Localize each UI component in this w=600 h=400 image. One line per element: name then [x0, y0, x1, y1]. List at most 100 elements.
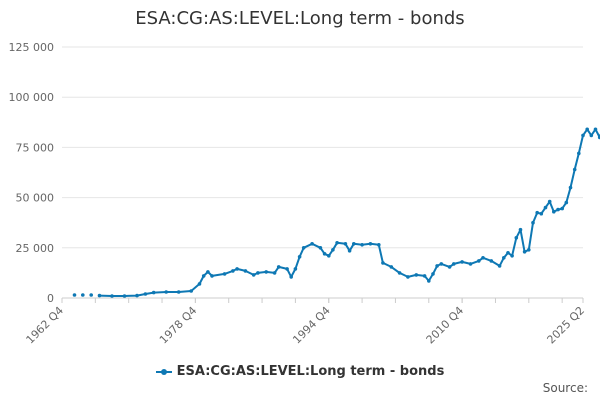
data-point[interactable] — [589, 133, 594, 138]
data-point[interactable] — [293, 267, 298, 271]
data-point[interactable] — [201, 274, 206, 278]
data-point[interactable] — [593, 127, 598, 132]
x-tick-label: 1994 Q4 — [290, 304, 333, 347]
data-point[interactable] — [289, 275, 294, 279]
data-point[interactable] — [231, 269, 235, 273]
data-point[interactable] — [568, 185, 573, 190]
data-point[interactable] — [189, 289, 193, 293]
data-point[interactable] — [343, 242, 348, 246]
data-point[interactable] — [460, 260, 464, 264]
data-point[interactable] — [514, 236, 519, 240]
data-point[interactable] — [389, 265, 394, 269]
data-point[interactable] — [235, 267, 239, 271]
data-point[interactable] — [301, 246, 306, 250]
data-point[interactable] — [577, 151, 581, 156]
data-point[interactable] — [527, 248, 531, 252]
data-point[interactable] — [406, 275, 410, 279]
data-point[interactable] — [264, 270, 269, 274]
data-point[interactable] — [539, 211, 544, 216]
data-point[interactable] — [477, 259, 481, 263]
data-point[interactable] — [502, 255, 506, 260]
data-point[interactable] — [560, 206, 564, 211]
data-point[interactable] — [414, 273, 419, 277]
data-point[interactable] — [164, 290, 168, 294]
data-point[interactable] — [468, 262, 473, 266]
data-point[interactable] — [285, 267, 289, 271]
data-point[interactable] — [447, 265, 452, 269]
data-point[interactable] — [335, 241, 339, 245]
data-point[interactable] — [210, 274, 214, 278]
data-point[interactable] — [377, 243, 381, 247]
y-tick-label: 0 — [47, 292, 54, 305]
data-point[interactable] — [506, 251, 510, 255]
data-point[interactable] — [397, 271, 402, 275]
data-point[interactable] — [222, 272, 227, 276]
source-label: Source: — [542, 381, 588, 395]
data-point[interactable] — [331, 248, 335, 252]
data-point[interactable] — [552, 209, 556, 214]
data-point[interactable] — [110, 294, 114, 298]
data-point[interactable] — [151, 290, 156, 295]
data-point[interactable] — [497, 264, 502, 268]
data-point[interactable] — [322, 252, 327, 256]
data-point[interactable] — [547, 199, 552, 204]
data-point[interactable] — [510, 254, 514, 258]
data-point[interactable] — [81, 293, 85, 297]
series-layer — [72, 127, 600, 298]
data-point[interactable] — [360, 243, 364, 247]
data-point[interactable] — [243, 269, 248, 273]
data-point[interactable] — [489, 259, 494, 263]
data-point[interactable] — [597, 135, 600, 140]
data-point[interactable] — [256, 271, 260, 275]
data-point[interactable] — [143, 292, 148, 296]
data-point[interactable] — [72, 293, 77, 297]
data-point[interactable] — [381, 261, 385, 265]
data-point[interactable] — [481, 255, 485, 260]
x-tick-label: 2025 Q2 — [545, 304, 588, 347]
data-point[interactable] — [564, 200, 569, 205]
data-point[interactable] — [135, 293, 139, 298]
data-point[interactable] — [368, 242, 373, 246]
data-point[interactable] — [89, 293, 93, 297]
data-point[interactable] — [352, 242, 356, 246]
data-point[interactable] — [572, 167, 577, 172]
x-tick-label: 1962 Q4 — [24, 304, 67, 347]
x-tick-label: 1978 Q4 — [157, 304, 200, 347]
legend-series-label: ESA:CG:AS:LEVEL:Long term - bonds — [176, 364, 445, 379]
data-point[interactable] — [206, 270, 210, 274]
y-tick-label: 75 000 — [16, 141, 55, 154]
legend-series-marker — [155, 367, 172, 377]
data-point[interactable] — [522, 250, 527, 254]
data-point[interactable] — [276, 265, 281, 269]
chart-title: ESA:CG:AS:LEVEL:Long term - bonds — [135, 8, 465, 29]
grid-lines — [62, 46, 583, 299]
y-tick-label: 50 000 — [16, 192, 55, 205]
data-point[interactable] — [347, 249, 352, 253]
data-point[interactable] — [197, 282, 202, 286]
data-point[interactable] — [251, 273, 256, 277]
data-point[interactable] — [422, 274, 427, 278]
legend[interactable]: ESA:CG:AS:LEVEL:Long term - bonds — [0, 364, 600, 379]
data-point[interactable] — [439, 262, 444, 266]
data-point[interactable] — [431, 272, 435, 276]
data-point[interactable] — [518, 227, 523, 232]
data-point[interactable] — [452, 262, 456, 266]
data-point[interactable] — [297, 254, 302, 259]
data-point[interactable] — [531, 220, 535, 225]
data-point[interactable] — [176, 290, 181, 294]
data-point[interactable] — [535, 210, 539, 215]
data-point[interactable] — [543, 205, 548, 210]
x-axis: 1962 Q4 1978 Q4 1994 Q4 2010 Q4 2025 Q2 — [24, 298, 588, 347]
data-point[interactable] — [556, 207, 560, 212]
data-point[interactable] — [310, 242, 314, 246]
data-point[interactable] — [97, 293, 102, 298]
data-point[interactable] — [435, 264, 439, 268]
data-point[interactable] — [581, 133, 585, 138]
data-point[interactable] — [327, 254, 331, 258]
data-point[interactable] — [427, 279, 431, 283]
data-point[interactable] — [122, 294, 127, 298]
data-point[interactable] — [318, 246, 323, 250]
data-point[interactable] — [272, 271, 277, 275]
data-point[interactable] — [585, 127, 589, 132]
